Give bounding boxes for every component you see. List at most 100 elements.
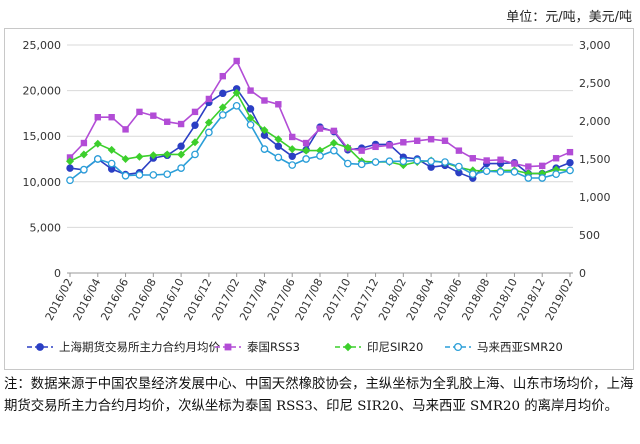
data-point xyxy=(274,142,283,150)
data-point xyxy=(247,87,254,94)
data-point xyxy=(205,95,213,103)
data-point xyxy=(80,139,88,147)
legend-item: 印尼SIR20 xyxy=(335,340,423,354)
data-point xyxy=(163,150,172,159)
data-point xyxy=(302,146,311,155)
y-left-tick-label: 20,000 xyxy=(23,85,62,98)
data-point xyxy=(66,157,74,166)
data-point xyxy=(150,112,157,119)
data-point xyxy=(177,150,186,159)
y-right-tick-label: 3,000 xyxy=(579,39,611,52)
data-point xyxy=(93,139,102,148)
legend-item: 泰国RSS3 xyxy=(215,340,300,354)
rubber-price-line-chart: 0 5,000 10,000 15,000 20,000 25,000 0 500 1,000 1… xyxy=(23,39,611,354)
data-point xyxy=(218,103,227,112)
data-point xyxy=(191,121,199,129)
data-point xyxy=(274,135,283,144)
data-point xyxy=(135,171,144,179)
y-right-tick-label: 2,000 xyxy=(579,115,611,128)
series-line xyxy=(69,91,571,175)
data-point xyxy=(80,165,88,174)
data-point xyxy=(205,128,213,137)
data-point xyxy=(427,136,435,143)
data-point xyxy=(232,88,241,97)
footnote: 注：数据来源于中国农垦经济发展中心、中国天然橡胶协会，主纵坐标为全乳胶上海、山东… xyxy=(4,377,634,414)
data-point xyxy=(525,163,532,170)
legend-label: 泰国RSS3 xyxy=(247,340,300,354)
data-point xyxy=(453,342,463,352)
data-point xyxy=(524,174,533,182)
data-point xyxy=(122,126,129,133)
y-right-tick-label: 2,500 xyxy=(579,77,611,90)
data-point xyxy=(343,143,352,152)
data-point xyxy=(107,159,116,168)
data-point xyxy=(36,343,44,351)
data-point xyxy=(246,105,255,113)
data-point xyxy=(191,138,199,147)
data-point xyxy=(497,156,504,163)
data-point xyxy=(316,152,324,160)
y-right-tick-label: 500 xyxy=(579,229,600,242)
data-point xyxy=(329,139,338,148)
data-point xyxy=(566,166,574,175)
legend-label: 上海期货交易所主力合约月均价 xyxy=(59,340,220,354)
data-point xyxy=(66,176,74,185)
data-point xyxy=(261,97,268,104)
data-point xyxy=(455,147,463,154)
data-point xyxy=(539,162,546,170)
data-point xyxy=(330,146,338,155)
data-point xyxy=(385,157,394,166)
series-line xyxy=(69,87,571,180)
y-right-tick-label: 1,000 xyxy=(579,191,611,204)
chart-frame: 0 5,000 10,000 15,000 20,000 25,000 0 500 1,000 1… xyxy=(4,28,634,370)
data-point xyxy=(468,170,477,179)
y-left-tick-label: 15,000 xyxy=(23,130,62,143)
data-point xyxy=(121,171,130,180)
data-point xyxy=(372,143,379,151)
data-point xyxy=(135,152,144,161)
data-point xyxy=(288,145,297,154)
data-point xyxy=(483,157,490,164)
data-point xyxy=(316,125,324,132)
data-point xyxy=(191,108,199,116)
x-tick-label: 2019/02 xyxy=(543,276,576,322)
data-point xyxy=(441,137,449,144)
data-point xyxy=(371,158,380,166)
data-point xyxy=(260,145,269,153)
y-left-tick-label: 25,000 xyxy=(23,39,62,52)
y-right-tick-label: 0 xyxy=(579,267,586,280)
data-point xyxy=(330,127,338,135)
data-point xyxy=(121,155,130,163)
data-point xyxy=(482,167,491,176)
data-point xyxy=(246,120,255,129)
data-point xyxy=(204,118,213,127)
data-point xyxy=(163,170,172,179)
data-point xyxy=(427,157,435,166)
data-point xyxy=(275,101,282,108)
legend-item: 上海期货交易所主力合约月均价 xyxy=(27,340,220,354)
legend-item: 马来西亚SMR20 xyxy=(445,340,563,354)
data-point xyxy=(552,170,560,179)
data-point xyxy=(219,72,226,80)
axes: 0 5,000 10,000 15,000 20,000 25,000 0 500 1,000 1… xyxy=(23,39,611,323)
data-point xyxy=(93,155,102,163)
data-point xyxy=(302,139,310,147)
legend-label: 印尼SIR20 xyxy=(367,340,423,354)
data-point xyxy=(386,142,393,149)
data-point xyxy=(510,168,519,176)
data-point xyxy=(455,162,463,171)
data-point xyxy=(316,146,324,155)
legend-label: 马来西亚SMR20 xyxy=(477,340,563,354)
data-point xyxy=(399,157,408,166)
data-point xyxy=(149,171,158,179)
y-left-tick-label: 10,000 xyxy=(23,176,62,189)
unit-note: 单位：元/吨，美元/吨 xyxy=(506,10,632,25)
y-left-tick-label: 0 xyxy=(54,267,61,280)
series-0 xyxy=(66,85,574,182)
data-point xyxy=(108,114,115,121)
data-point xyxy=(136,108,143,116)
data-point xyxy=(219,89,227,98)
y-left-tick-label: 5,000 xyxy=(30,221,62,234)
data-point xyxy=(511,160,518,167)
y-right-tick-label: 1,500 xyxy=(579,153,611,166)
